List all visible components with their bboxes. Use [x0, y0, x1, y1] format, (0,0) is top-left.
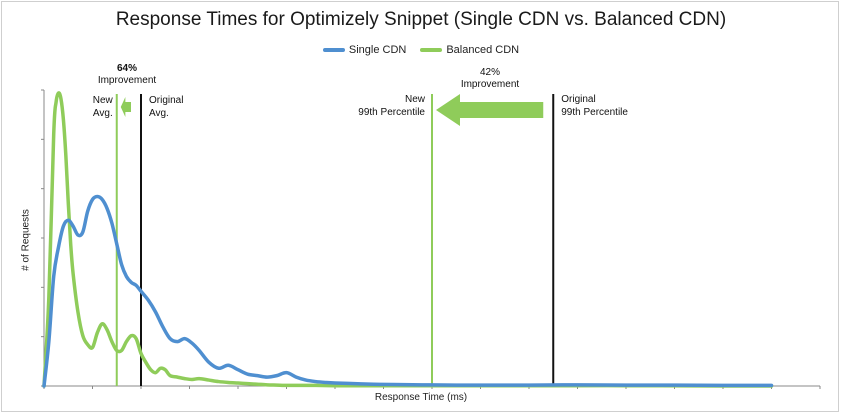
ref-label-original-avg-line2: Avg. — [149, 108, 169, 119]
ref-label-original-99th-line2: 99th Percentile — [561, 107, 628, 118]
legend-item-balanced-cdn: Balanced CDN — [420, 44, 519, 56]
series-line-0 — [42, 194, 774, 388]
legend-swatch-single-cdn — [322, 48, 345, 52]
improvement-arrow-avg — [120, 97, 131, 117]
ref-label-new-avg-line1: New — [93, 95, 114, 106]
improvement-label-avg-text: Improvement — [98, 75, 157, 86]
ref-label-original-99th-line1: Original — [561, 94, 595, 105]
chart-title: Response Times for Optimizely Snippet (S… — [115, 9, 727, 30]
legend-label-balanced-cdn: Balanced CDN — [446, 44, 520, 56]
legend-swatch-balanced-cdn — [420, 48, 443, 52]
ref-label-new-99th-line1: New — [405, 94, 426, 105]
improvement-label-avg-pct: 64% — [117, 63, 137, 74]
ref-label-original-avg-line1: Original — [149, 95, 183, 106]
improvement-label-99th-text: Improvement — [461, 79, 520, 90]
series-line-1 — [42, 91, 774, 388]
legend-item-single-cdn: Single CDN — [322, 44, 407, 56]
improvement-label-99th-pct: 42% — [480, 67, 500, 78]
improvement-arrow-99th — [436, 94, 544, 126]
ref-label-new-99th-line2: 99th Percentile — [358, 107, 425, 118]
chart-legend: Single CDN Balanced CDN — [0, 44, 842, 56]
x-axis-label: Response Time (ms) — [374, 392, 468, 403]
ref-label-new-avg-line2: Avg. — [93, 108, 113, 119]
legend-label-single-cdn: Single CDN — [348, 44, 407, 56]
